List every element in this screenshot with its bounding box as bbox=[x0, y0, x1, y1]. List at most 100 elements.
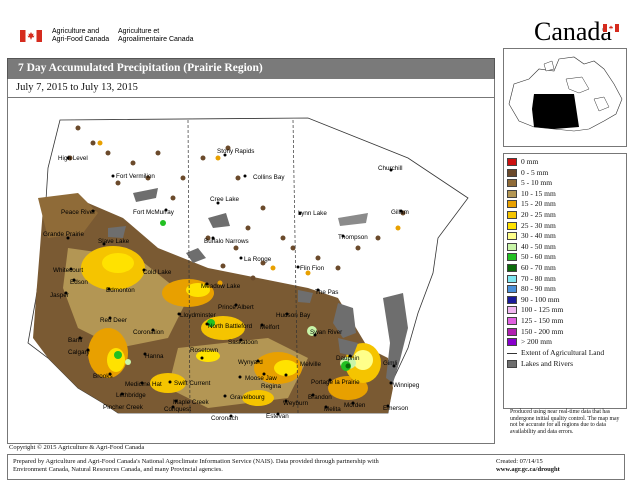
canada-flag-icon bbox=[20, 29, 42, 42]
city-label: Medicine Hat bbox=[125, 381, 162, 388]
city-label: Saskatoon bbox=[228, 339, 258, 346]
legend-item: 25 - 30 mm bbox=[504, 221, 626, 232]
city-label: Melfort bbox=[260, 324, 279, 331]
legend-item: 60 - 70 mm bbox=[504, 263, 626, 274]
city-label: Cold Lake bbox=[143, 269, 172, 276]
city-label: Grande Prairie bbox=[43, 231, 84, 238]
city-label: Lloydminster bbox=[180, 312, 216, 319]
city-label: Buffalo Narrows bbox=[204, 238, 249, 245]
city-label: Brandon bbox=[308, 394, 332, 401]
canada-inset-map bbox=[503, 48, 627, 147]
legend-item: 5 - 10 mm bbox=[504, 178, 626, 189]
city-label: Moose Jaw bbox=[245, 375, 277, 382]
legend-item: 20 - 25 mm bbox=[504, 210, 626, 221]
city-label: Collins Bay bbox=[253, 174, 285, 181]
city-label: Rosetown bbox=[190, 347, 218, 354]
city-label: Portage la Prairie bbox=[311, 379, 360, 386]
lake-winnipeg bbox=[383, 293, 408, 383]
city-label: Lethbridge bbox=[116, 392, 146, 399]
city-label: Estevan bbox=[266, 413, 289, 420]
city-label: Jasper bbox=[50, 292, 69, 299]
city-label: Gimli bbox=[383, 360, 397, 367]
city-label: Gravelbourg bbox=[230, 394, 265, 401]
dept-name-en: Agriculture and Agri-Food Canada bbox=[52, 28, 110, 43]
city-label: Stony Rapids bbox=[217, 148, 254, 155]
city-label: Maple Creek bbox=[173, 399, 210, 406]
created-info: Created: 07/14/15 www.agr.gc.ca/drought bbox=[496, 458, 560, 474]
canada-wordmark: Canada bbox=[534, 17, 612, 46]
legend-item: 70 - 80 mm bbox=[504, 274, 626, 285]
city-label: The Pas bbox=[315, 289, 338, 296]
wordmark-flag-icon bbox=[603, 19, 619, 32]
map-title-bar: 7 Day Accumulated Precipitation (Prairie… bbox=[7, 58, 495, 80]
legend-item: 0 mm bbox=[504, 157, 626, 168]
map-title: 7 Day Accumulated Precipitation (Prairie… bbox=[18, 62, 263, 74]
copyright-text: Copyright © 2015 Agriculture & Agri-Food… bbox=[9, 444, 145, 451]
legend-item: 90 - 100 mm bbox=[504, 295, 626, 306]
city-label: La Ronge bbox=[244, 256, 272, 263]
city-label: Brooks bbox=[93, 373, 113, 380]
city-label: Cree Lake bbox=[210, 196, 240, 203]
city-label: Whitecourt bbox=[53, 267, 83, 274]
city-label: Meadow Lake bbox=[201, 283, 241, 290]
legend-lakes: Lakes and Rivers bbox=[504, 359, 626, 370]
created-date: Created: 07/14/15 bbox=[496, 458, 543, 465]
city-label: Slave Lake bbox=[98, 238, 130, 245]
legend-item: 100 - 125 mm bbox=[504, 305, 626, 316]
legend-item: 0 - 5 mm bbox=[504, 168, 626, 179]
city-label: Churchill bbox=[378, 165, 403, 172]
city-label: Edson bbox=[70, 279, 88, 286]
city-label: Peace River bbox=[61, 209, 95, 216]
city-label: Melville bbox=[300, 361, 321, 368]
dept-name-fr: Agriculture et Agroalimentaire Canada bbox=[118, 28, 194, 43]
city-label: Banff bbox=[68, 337, 83, 344]
city-label: Coronation bbox=[133, 329, 164, 336]
city-label: Prince Albert bbox=[218, 304, 254, 311]
date-range-bar: July 7, 2015 to July 13, 2015 bbox=[7, 79, 495, 98]
city-label: Thompson bbox=[338, 234, 368, 241]
city-label: Swift Current bbox=[174, 380, 211, 387]
prepared-by-text: Prepared by Agriculture and Agri-Food Ca… bbox=[13, 458, 379, 473]
city-label: Morden bbox=[344, 402, 366, 409]
city-label: Wynyard bbox=[238, 359, 263, 366]
city-label: Swan River bbox=[310, 329, 342, 336]
city-label: North Battleford bbox=[208, 323, 253, 330]
precipitation-legend: 0 mm 0 - 5 mm 5 - 10 mm 10 - 15 mm 15 - … bbox=[503, 153, 627, 409]
date-range: July 7, 2015 to July 13, 2015 bbox=[16, 82, 138, 93]
legend-item: 125 - 150 mm bbox=[504, 316, 626, 327]
drought-url-link[interactable]: www.agr.gc.ca/drought bbox=[496, 466, 560, 473]
legend-item: 40 - 50 mm bbox=[504, 242, 626, 253]
city-label: Fort Vermilion bbox=[116, 173, 155, 180]
city-label: Flin Fion bbox=[300, 265, 325, 272]
city-label: Weyburn bbox=[283, 400, 309, 407]
city-label: Fort McMurray bbox=[133, 209, 175, 216]
city-label: Hanna bbox=[145, 353, 164, 360]
city-label: Dauphin bbox=[336, 355, 360, 362]
city-label: Lynn Lake bbox=[298, 210, 327, 217]
city-label: Conquest bbox=[164, 406, 191, 413]
city-label: Red Deer bbox=[100, 317, 127, 324]
legend-item: 10 - 15 mm bbox=[504, 189, 626, 200]
legend-extent: Extent of Agricultural Land bbox=[504, 348, 626, 359]
legend-item: > 200 mm bbox=[504, 337, 626, 348]
precipitation-map: High Level Fort Vermilion Stony Rapids C… bbox=[27, 117, 469, 422]
city-label: Gillam bbox=[391, 209, 409, 216]
extent-line-icon bbox=[507, 353, 517, 354]
city-label: Winnipeg bbox=[393, 382, 420, 389]
city-label: Regina bbox=[261, 383, 281, 390]
city-label: Emerson bbox=[383, 405, 409, 412]
data-quality-note: Produced using near real-time data that … bbox=[510, 409, 620, 435]
footer-box: Prepared by Agriculture and Agri-Food Ca… bbox=[7, 454, 625, 480]
city-label: High Level bbox=[58, 155, 88, 162]
city-label: Hudson Bay bbox=[276, 312, 311, 319]
city-label: Pincher Creek bbox=[103, 404, 144, 411]
city-label: Edmonton bbox=[106, 287, 135, 294]
legend-item: 15 - 20 mm bbox=[504, 199, 626, 210]
legend-item: 30 - 40 mm bbox=[504, 231, 626, 242]
legend-item: 150 - 200 mm bbox=[504, 327, 626, 338]
lakes-swatch-icon bbox=[507, 360, 517, 368]
map-frame bbox=[7, 97, 495, 444]
city-label: Calgary bbox=[68, 349, 91, 356]
city-label: Coronach bbox=[211, 415, 239, 422]
legend-item: 50 - 60 mm bbox=[504, 252, 626, 263]
